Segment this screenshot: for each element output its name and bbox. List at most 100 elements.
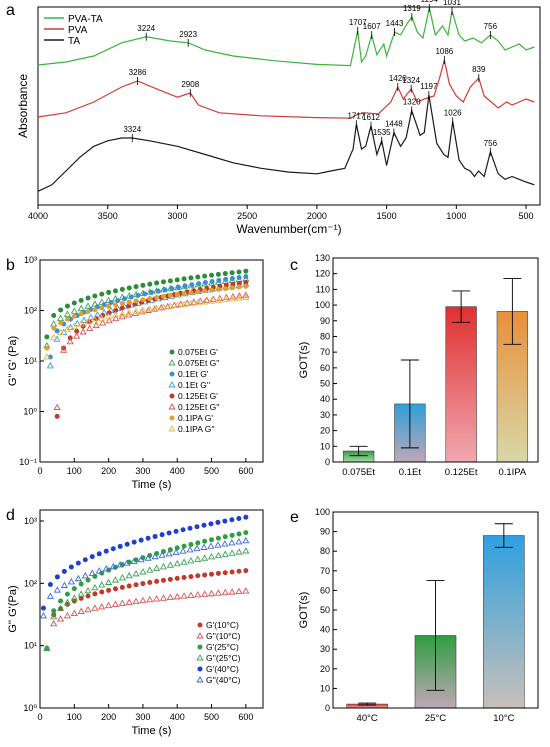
data-point — [193, 544, 201, 552]
y-tick-label: 10 — [320, 683, 330, 693]
plot-frame — [332, 257, 539, 463]
x-axis-label: Time (s) — [132, 479, 172, 491]
panel-e: e 40°C 25°C 10°C 0 10 20 30 40 50 60 70 80 90 100 GOT(s… — [290, 507, 539, 724]
spectrum-line-pva-ta — [37, 7, 535, 67]
data-point — [189, 282, 195, 288]
y-tick-label: 70 — [320, 566, 330, 576]
data-point — [188, 574, 194, 580]
data-point — [142, 291, 148, 297]
panel-letter: c — [290, 257, 298, 274]
legend-label: 0.1IPA G'' — [178, 424, 215, 434]
data-point — [125, 308, 133, 316]
y-tick-label: 10⁻¹ — [19, 457, 37, 467]
data-point — [186, 546, 194, 553]
data-point — [236, 274, 242, 280]
data-point — [132, 569, 140, 577]
data-point — [228, 549, 236, 556]
peak-label: 756 — [484, 22, 498, 31]
data-point — [195, 289, 201, 295]
data-point — [92, 591, 98, 597]
data-point — [235, 294, 243, 301]
x-tick-label: 0 — [37, 466, 42, 476]
y-tick-label: 10⁰ — [23, 407, 37, 417]
data-point — [157, 303, 165, 311]
data-point — [177, 300, 185, 307]
data-point — [180, 592, 188, 599]
y-tick-label: 90 — [320, 527, 330, 537]
x-tick-label: 1000 — [446, 211, 466, 221]
data-point — [173, 528, 179, 534]
data-point — [195, 573, 201, 579]
data-point — [194, 524, 200, 530]
data-point — [125, 571, 133, 579]
legend-label: 0.125Et G' — [178, 391, 218, 401]
data-point — [166, 561, 174, 568]
peak-label: 1319 — [403, 4, 421, 13]
legend-label: 0.1Et G' — [178, 369, 209, 379]
data-point — [51, 313, 57, 319]
data-point — [140, 555, 146, 561]
data-point — [221, 550, 229, 557]
legend-marker — [168, 359, 176, 366]
y-tick-label: 10² — [24, 578, 37, 588]
y-axis-label: GOT(s) — [298, 342, 310, 379]
data-point — [60, 346, 68, 353]
data-point — [133, 298, 139, 304]
data-point — [74, 328, 80, 334]
data-point — [147, 296, 153, 302]
x-tick-label: 3000 — [167, 211, 187, 221]
data-point — [161, 279, 167, 285]
y-tick-label: 10² — [24, 306, 37, 316]
legend-label: PVA — [68, 25, 88, 36]
x-tick-label: 600 — [238, 466, 253, 476]
data-point — [91, 583, 99, 591]
data-point — [75, 560, 81, 566]
data-point — [119, 584, 125, 590]
x-axis-label: Time (s) — [132, 725, 172, 737]
legend-label: G''(40°C) — [206, 675, 241, 685]
data-point — [73, 332, 81, 339]
data-point — [222, 286, 228, 292]
data-point — [105, 312, 113, 320]
data-point — [133, 557, 139, 563]
data-point — [43, 644, 51, 651]
data-point — [139, 306, 147, 313]
data-point — [51, 608, 57, 614]
data-point — [111, 311, 120, 318]
y-tick-label: 130 — [315, 253, 330, 263]
spectrum-line-pva — [37, 59, 535, 119]
data-point — [228, 539, 236, 546]
peak-label: 1707 — [349, 18, 367, 27]
data-point — [77, 607, 85, 614]
data-point — [125, 598, 133, 605]
data-point — [68, 564, 74, 570]
data-point — [126, 285, 132, 291]
y-tick-label: 80 — [320, 331, 330, 341]
data-point — [63, 325, 72, 332]
data-point — [222, 534, 228, 540]
data-point — [180, 527, 186, 533]
data-point — [119, 305, 125, 311]
y-axis-label: Absorbance — [16, 74, 30, 138]
data-point — [98, 298, 106, 305]
legend-marker — [168, 403, 176, 410]
data-point — [194, 298, 202, 306]
data-point — [99, 319, 107, 326]
y-tick-label: 60 — [320, 363, 330, 373]
data-point — [92, 321, 100, 329]
data-point — [221, 588, 229, 596]
data-point — [158, 551, 166, 558]
data-point — [70, 307, 78, 314]
data-point — [182, 283, 188, 289]
legend-label: G''(10°C) — [206, 631, 241, 641]
data-point — [46, 361, 54, 369]
data-point — [50, 612, 58, 620]
data-point — [151, 552, 159, 560]
panel-letter: e — [290, 509, 299, 526]
data-point — [64, 316, 70, 322]
data-point — [63, 612, 72, 619]
data-point — [111, 600, 120, 607]
data-point — [133, 582, 139, 588]
x-tick-label: 300 — [135, 712, 150, 722]
x-tick-label: 0 — [37, 712, 42, 722]
